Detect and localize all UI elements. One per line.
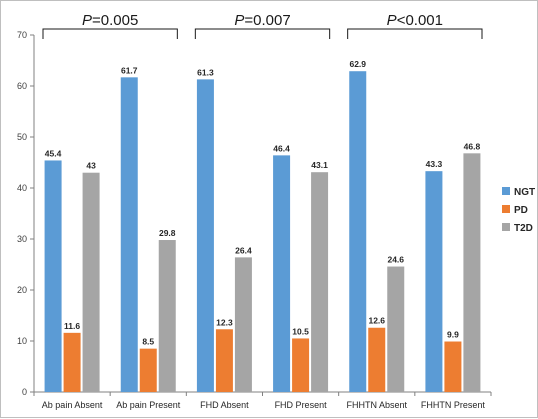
data-label-t2d-fhhtn-absent: 24.6	[387, 255, 404, 265]
bar-pd-fhd-present	[292, 338, 310, 392]
legend-swatch-pd	[502, 205, 510, 213]
y-tick-label-10: 10	[17, 336, 27, 346]
x-label-fhd-present: FHD Present	[275, 400, 328, 410]
data-label-pd-fhd-absent: 12.3	[216, 317, 233, 327]
p-value-label-1: P=0.005	[82, 12, 138, 29]
data-label-ngt-fhhtn-absent: 62.9	[349, 59, 366, 69]
x-label-fhhtn-present: FHHTN Present	[421, 400, 486, 410]
data-label-pd-ab-pain-present: 8.5	[142, 337, 154, 347]
data-label-ngt-fhhtn-present: 43.3	[426, 159, 443, 169]
y-tick-label-70: 70	[17, 30, 27, 40]
bar-pd-ab-pain-absent	[63, 332, 81, 392]
bar-ngt-fhd-absent	[196, 79, 214, 393]
bar-ngt-fhd-present	[273, 155, 291, 392]
y-tick-label-30: 30	[17, 234, 27, 244]
bar-t2d-fhd-absent	[234, 257, 252, 392]
y-tick-label-60: 60	[17, 81, 27, 91]
bar-t2d-fhhtn-absent	[387, 266, 405, 392]
bar-t2d-fhd-present	[311, 172, 329, 392]
data-label-t2d-ab-pain-present: 29.8	[159, 228, 176, 238]
bar-pd-fhhtn-present	[444, 341, 462, 392]
x-label-ab-pain-absent: Ab pain Absent	[42, 400, 103, 410]
y-tick-label-20: 20	[17, 285, 27, 295]
legend-label-pd: PD	[514, 205, 528, 216]
bar-ngt-ab-pain-absent	[44, 160, 62, 392]
significance-bracket-2	[194, 28, 331, 39]
bar-t2d-fhhtn-present	[463, 153, 481, 392]
bar-pd-fhd-absent	[215, 329, 233, 392]
legend-swatch-ngt	[502, 187, 510, 195]
p-value-label-2: P=0.007	[234, 12, 290, 29]
data-label-ngt-ab-pain-absent: 45.4	[45, 148, 62, 158]
data-label-t2d-fhd-present: 43.1	[311, 160, 328, 170]
significance-bracket-1	[42, 28, 178, 39]
bar-pd-ab-pain-present	[139, 348, 157, 392]
data-label-t2d-ab-pain-absent: 43	[86, 161, 96, 171]
p-value-label-3: P<0.001	[387, 12, 443, 29]
data-label-t2d-fhhtn-present: 46.8	[464, 141, 481, 151]
x-label-ab-pain-present: Ab pain Present	[116, 400, 181, 410]
data-label-ngt-ab-pain-present: 61.7	[121, 65, 138, 75]
data-label-pd-fhhtn-present: 9.9	[447, 330, 459, 340]
y-tick-label-50: 50	[17, 132, 27, 142]
bar-t2d-ab-pain-present	[158, 240, 176, 392]
y-tick-label-0: 0	[22, 387, 27, 397]
legend-label-ngt: NGT	[514, 187, 535, 198]
data-label-ngt-fhd-present: 46.4	[273, 143, 290, 153]
data-label-t2d-fhd-absent: 26.4	[235, 245, 252, 255]
data-label-ngt-fhd-absent: 61.3	[197, 67, 214, 77]
x-label-fhd-absent: FHD Absent	[200, 400, 249, 410]
bar-ngt-ab-pain-present	[120, 77, 138, 392]
legend-label-t2d: T2D	[514, 223, 533, 234]
x-label-fhhtn-absent: FHHTN Absent	[346, 400, 407, 410]
data-label-pd-fhhtn-absent: 12.6	[368, 316, 385, 326]
y-tick-label-40: 40	[17, 183, 27, 193]
bar-t2d-ab-pain-absent	[82, 172, 100, 392]
bar-ngt-fhhtn-present	[425, 171, 443, 392]
legend-swatch-t2d	[502, 223, 510, 231]
bar-pd-fhhtn-absent	[368, 327, 386, 392]
significance-bracket-3	[347, 28, 483, 39]
data-label-pd-fhd-present: 10.5	[292, 326, 309, 336]
bar-ngt-fhhtn-absent	[349, 71, 367, 393]
data-label-pd-ab-pain-absent: 11.6	[64, 321, 80, 331]
